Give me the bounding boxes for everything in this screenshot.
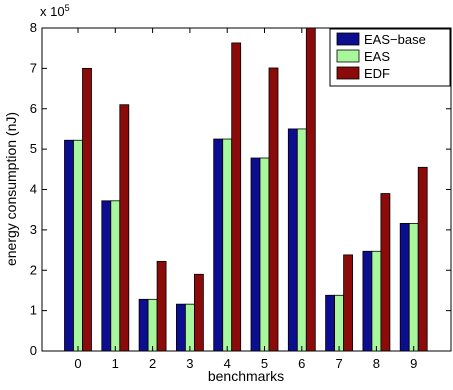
y-tick-label: 8	[30, 20, 37, 35]
bar-1-1	[110, 200, 121, 352]
bar-0-7	[325, 294, 336, 352]
bar-1-3	[184, 303, 195, 352]
bar-1-7	[334, 294, 345, 352]
bar-1-2	[147, 298, 158, 352]
bar-1-0	[73, 139, 83, 352]
bar-1-4	[222, 138, 233, 352]
bar-2-9	[417, 166, 428, 352]
legend-swatch	[336, 32, 360, 46]
bar-1-9	[408, 223, 419, 352]
bar-2-4	[231, 42, 242, 352]
bar-1-5	[259, 157, 270, 352]
y-tick-label: 0	[30, 343, 37, 358]
y-tick-label: 4	[30, 182, 37, 197]
bars-group	[64, 27, 428, 352]
y-tick-label: 2	[30, 262, 37, 277]
y-exponent-label: x 105	[40, 3, 70, 19]
x-tick-label: 1	[112, 356, 119, 371]
legend-label: EDF	[364, 66, 390, 81]
y-tick-label: 1	[30, 303, 37, 318]
bar-0-5	[250, 157, 261, 352]
bar-2-5	[268, 67, 279, 352]
x-tick-label: 9	[410, 356, 417, 371]
y-tick-label: 3	[30, 222, 37, 237]
y-axis-label: energy consumption (nJ)	[3, 112, 19, 266]
bar-0-1	[101, 200, 112, 352]
x-tick-label: 7	[335, 356, 342, 371]
legend-label: EAS	[364, 49, 390, 64]
y-ticks: 0 1 2 3 4 5 6 7 8	[30, 20, 451, 358]
bar-0-0	[64, 139, 74, 352]
legend-swatch	[336, 66, 360, 80]
y-tick-label: 6	[30, 101, 37, 116]
bar-0-9	[399, 223, 410, 352]
legend: EAS−base EAS EDF	[329, 28, 451, 87]
bar-1-8	[371, 250, 382, 352]
x-tick-label: 5	[261, 356, 268, 371]
y-tick-label: 7	[30, 60, 37, 75]
bar-0-6	[287, 128, 298, 352]
bar-0-3	[175, 303, 186, 352]
bar-0-2	[138, 298, 149, 352]
bar-2-3	[193, 273, 204, 352]
bar-2-6	[305, 27, 316, 352]
x-tick-label: 0	[74, 356, 81, 371]
bar-2-8	[380, 193, 391, 352]
x-tick-label: 8	[373, 356, 380, 371]
legend-label: EAS−base	[364, 32, 426, 47]
x-ticks: 0 1 2 3 4 5 6 7 8 9	[74, 28, 417, 371]
y-tick-label: 5	[30, 141, 37, 156]
bar-1-6	[296, 128, 307, 352]
bar-2-0	[82, 67, 92, 352]
bar-0-4	[213, 138, 224, 352]
bar-2-7	[343, 254, 354, 352]
x-tick-label: 3	[186, 356, 193, 371]
bar-0-8	[362, 250, 373, 352]
x-tick-label: 2	[149, 356, 156, 371]
x-axis-label: benchmarks	[208, 368, 284, 384]
legend-swatch	[336, 49, 360, 63]
bar-2-1	[119, 104, 130, 352]
x-tick-label: 6	[298, 356, 305, 371]
bar-2-2	[156, 260, 167, 352]
x-tick-label: 4	[224, 356, 231, 371]
